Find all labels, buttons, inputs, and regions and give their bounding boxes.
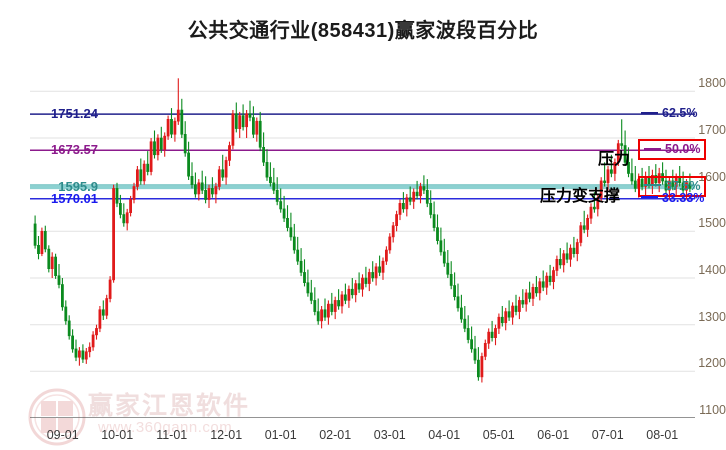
y-axis-tick-label: 1400 — [698, 263, 726, 277]
y-axis-tick-label: 1200 — [698, 356, 726, 371]
x-axis-tick-label: 07-01 — [591, 428, 624, 442]
fib-percent-text: 50.0% — [665, 142, 701, 157]
y-axis-tick-label: 1800 — [698, 76, 726, 91]
fib-percent-label: 50.0% — [638, 139, 707, 161]
candlestick-chart — [30, 78, 695, 418]
watermark-url: www.360gann.com — [98, 419, 233, 436]
price-level-label: 1570.01 — [51, 190, 98, 206]
fib-percent-label: 37.5% — [638, 175, 707, 197]
page-title: 公共交通行业(858431)赢家波段百分比 — [187, 20, 539, 42]
annotation-resistance: 压力 — [598, 151, 631, 168]
x-axis-tick-label: 09-01 — [46, 428, 79, 442]
x-axis-tick-label: 03-01 — [373, 428, 406, 442]
x-axis-tick-label: 08-01 — [646, 428, 679, 442]
y-axis-tick-label: 1500 — [698, 216, 726, 231]
x-axis-tick-label: 06-01 — [537, 428, 570, 442]
y-axis-tick-label: 1300 — [698, 309, 726, 324]
fib-line-swatch — [641, 111, 658, 114]
fib-line-swatch — [644, 184, 661, 187]
fib-percent-text: 62.5% — [662, 106, 698, 121]
fib-percent-text: 37.5% — [665, 178, 701, 193]
watermark-seal-icon — [28, 388, 86, 446]
fib-line-swatch — [641, 196, 658, 199]
x-axis-tick-label: 05-01 — [482, 428, 515, 442]
fib-percent-text: 33.33% — [662, 190, 705, 205]
x-axis-tick-label: 11-01 — [156, 428, 188, 442]
price-level-label: 1673.57 — [51, 142, 98, 158]
fib-percent-label: 62.5% — [641, 106, 697, 120]
price-level-label: 1751.24 — [51, 106, 98, 122]
y-axis-tick-label: 1700 — [698, 123, 726, 137]
x-axis-tick-label: 01-01 — [264, 428, 297, 442]
annotation-resistance-turned-support: 压力变支撑 — [540, 188, 621, 205]
price-level-label: 1595.9 — [58, 178, 98, 194]
chart-plot-area — [30, 68, 695, 418]
y-axis-tick-label: 1100 — [699, 403, 726, 417]
fib-percent-label: 33.33% — [641, 191, 704, 205]
x-axis-tick-label: 10-01 — [101, 428, 134, 442]
x-axis-tick-label: 02-01 — [319, 428, 352, 442]
x-axis-tick-label: 12-01 — [210, 428, 243, 442]
watermark-brand: 赢家江恩软件 — [88, 392, 251, 420]
fib-line-swatch — [644, 148, 661, 151]
x-axis-tick-label: 04-01 — [428, 428, 461, 442]
